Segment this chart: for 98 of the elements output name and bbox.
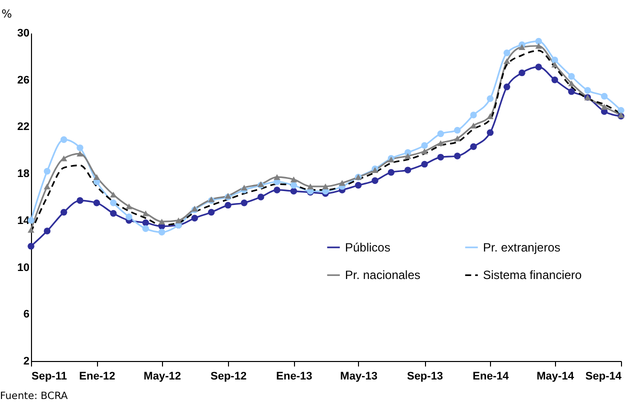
point [454, 136, 461, 142]
y-tick-label: 22 [17, 121, 30, 134]
y-tick-label: 6 [23, 308, 30, 321]
point [60, 136, 68, 143]
point [354, 182, 362, 189]
point [338, 180, 346, 186]
point [224, 202, 232, 209]
point [454, 152, 461, 160]
point [470, 122, 477, 128]
point [404, 166, 412, 174]
point [372, 177, 378, 184]
point [535, 42, 542, 49]
point [208, 208, 215, 216]
point [110, 200, 117, 206]
point [584, 87, 591, 94]
point [551, 56, 558, 64]
x-tick-label: Sep-13 [406, 370, 444, 382]
point [518, 44, 526, 50]
point [518, 69, 526, 76]
point [110, 192, 117, 198]
y-tick-label: 10 [17, 262, 30, 274]
point [274, 174, 280, 180]
source-note: Fuente: BCRA [0, 391, 68, 402]
point [290, 182, 298, 189]
x-tick-label: Sep-11 [32, 370, 67, 382]
y-tick-label: 18 [17, 168, 30, 180]
x-tick-label: Sep-12 [210, 370, 247, 382]
point [437, 130, 444, 138]
point [504, 84, 510, 90]
point [76, 144, 84, 152]
y-tick-label: 2 [23, 356, 30, 368]
point [290, 188, 298, 194]
point [126, 214, 132, 220]
point [158, 218, 166, 225]
point [568, 80, 575, 86]
point [28, 226, 34, 233]
point [240, 200, 248, 206]
point [44, 168, 51, 175]
legend-label: Públicos [345, 240, 390, 254]
point [142, 210, 150, 216]
x-tick-label: May-14 [536, 370, 575, 382]
x-tick-label: May-12 [144, 370, 181, 382]
point [470, 112, 477, 118]
x-tick-label: Ene-12 [79, 370, 116, 382]
point [158, 228, 166, 236]
x-tick-label: Ene-13 [276, 370, 312, 382]
point [274, 186, 280, 194]
point [421, 142, 428, 149]
point [454, 126, 461, 134]
point [421, 148, 428, 154]
point [388, 169, 394, 176]
point [504, 58, 510, 64]
point [568, 72, 575, 80]
legend-label: Sistema financiero [483, 268, 582, 282]
point [535, 64, 542, 70]
point [258, 194, 264, 200]
point [240, 184, 248, 191]
point [618, 106, 624, 114]
point [28, 242, 34, 250]
point [76, 197, 84, 204]
y-tick-label: 26 [17, 74, 30, 86]
point [76, 150, 84, 157]
point [535, 38, 542, 45]
point [142, 219, 150, 226]
x-tick-label: May-13 [340, 370, 378, 382]
point [486, 129, 494, 136]
point [437, 140, 444, 146]
point [126, 203, 132, 210]
point [142, 225, 150, 232]
point [307, 184, 314, 190]
point [404, 153, 412, 159]
point [421, 160, 428, 168]
legend-label: Pr. nacionales [345, 268, 420, 282]
point [175, 218, 182, 224]
point [504, 50, 510, 56]
point [568, 88, 575, 95]
point [93, 200, 100, 206]
point [600, 104, 608, 110]
x-tick-label: Ene-14 [472, 370, 510, 382]
point [93, 174, 100, 180]
point [191, 214, 198, 222]
point [60, 208, 68, 216]
point [44, 184, 51, 190]
point [551, 62, 558, 68]
x-tick-label: Sep-14 [585, 370, 622, 382]
point [110, 210, 117, 217]
point [322, 184, 329, 190]
point [486, 95, 494, 102]
point [600, 92, 608, 100]
point [437, 154, 444, 161]
point [486, 113, 494, 120]
point [44, 228, 51, 234]
y-axis-title: % [2, 8, 12, 20]
point [551, 76, 558, 84]
point [290, 176, 298, 182]
point [470, 143, 477, 150]
y-tick-label: 30 [17, 28, 30, 40]
legend-label: Pr. extranjeros [483, 240, 560, 254]
